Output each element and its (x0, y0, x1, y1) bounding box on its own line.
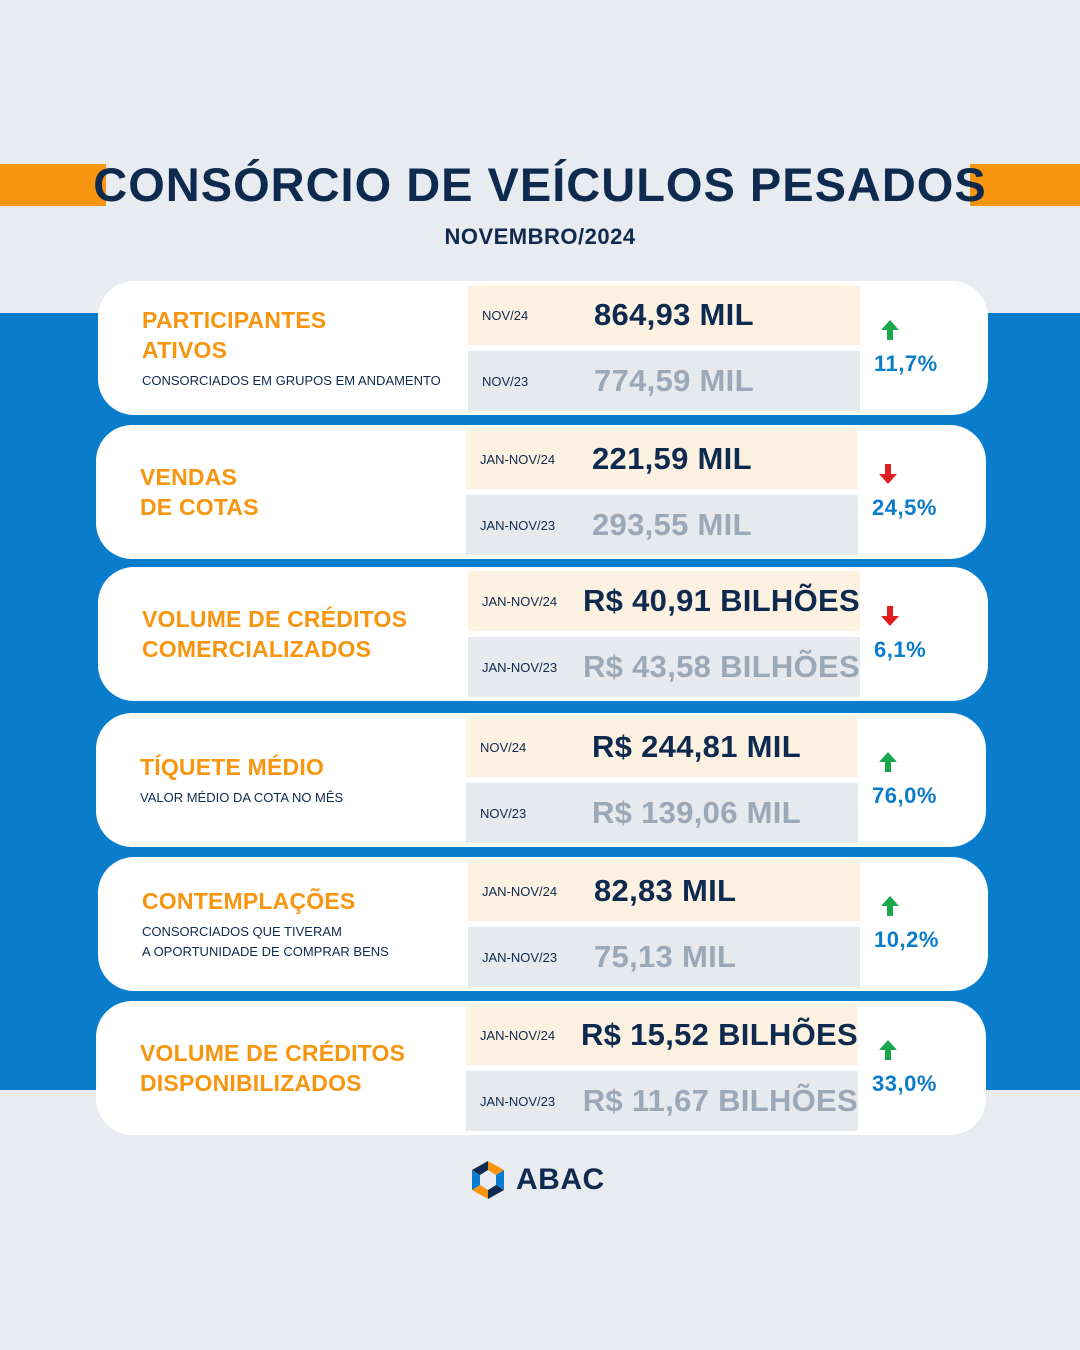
stat-card: TÍQUETE MÉDIO VALOR MÉDIO DA COTA NO MÊS… (96, 713, 986, 847)
current-period: NOV/24 (482, 307, 529, 323)
current-period-row: JAN-NOV/24 R$ 40,91 BILHÕES (468, 571, 860, 631)
card-label: VOLUME DE CRÉDITOS DISPONIBILIZADOS (140, 1001, 480, 1135)
change-indicator: 10,2% (874, 857, 974, 991)
arrow-down-icon (881, 606, 899, 626)
current-period-row: NOV/24 R$ 244,81 MIL (466, 717, 858, 777)
current-period: JAN-NOV/24 (482, 593, 558, 609)
arrow-up-icon (879, 752, 897, 772)
current-value: 221,59 MIL (592, 441, 752, 476)
current-value: 82,83 MIL (594, 873, 737, 908)
orange-accent-bar-left (0, 164, 106, 206)
previous-period-row: JAN-NOV/23 R$ 43,58 BILHÕES (468, 637, 860, 697)
change-percent: 6,1% (874, 637, 927, 662)
page-title: CONSÓRCIO DE VEÍCULOS PESADOS (93, 158, 987, 211)
previous-period-row: NOV/23 R$ 139,06 MIL (466, 783, 858, 843)
previous-period: NOV/23 (482, 373, 529, 389)
card-title: VOLUME DE CRÉDITOS COMERCIALIZADOS (142, 606, 408, 662)
current-value: 864,93 MIL (594, 297, 754, 332)
current-period: JAN-NOV/24 (482, 883, 558, 899)
card-title: CONTEMPLAÇÕES (142, 888, 356, 914)
change-percent: 10,2% (874, 927, 939, 952)
card-title: PARTICIPANTES ATIVOS (142, 307, 327, 363)
previous-value: 774,59 MIL (594, 363, 754, 398)
card-subtitle: CONSORCIADOS QUE TIVERAM A OPORTUNIDADE … (142, 924, 389, 959)
card-title: VENDAS DE COTAS (140, 464, 259, 520)
stat-card: VOLUME DE CRÉDITOS DISPONIBILIZADOS JAN-… (96, 1001, 986, 1135)
change-percent: 76,0% (872, 783, 937, 808)
card-label: VENDAS DE COTAS (140, 425, 480, 559)
change-percent: 24,5% (872, 495, 937, 520)
abac-logo-icon (472, 1161, 504, 1199)
stat-card: VENDAS DE COTAS JAN-NOV/24 221,59 MIL JA… (96, 425, 986, 559)
previous-period: JAN-NOV/23 (482, 949, 558, 965)
change-indicator: 11,7% (874, 281, 974, 415)
current-value: R$ 40,91 BILHÕES (582, 583, 860, 618)
change-percent: 11,7% (874, 351, 938, 376)
previous-period: JAN-NOV/23 (482, 659, 558, 675)
arrow-down-icon (879, 464, 897, 484)
current-period-row: JAN-NOV/24 R$ 15,52 BILHÕES (466, 1005, 858, 1065)
previous-period-row: NOV/23 774,59 MIL (468, 351, 860, 411)
change-percent: 33,0% (872, 1071, 937, 1096)
previous-value: 75,13 MIL (594, 939, 737, 974)
previous-value: R$ 11,67 BILHÕES (582, 1083, 858, 1118)
arrow-up-icon (881, 896, 899, 916)
arrow-up-icon (879, 1040, 897, 1060)
orange-accent-bar-right (970, 164, 1080, 206)
previous-period: NOV/23 (480, 805, 527, 821)
current-value: R$ 15,52 BILHÕES (580, 1017, 858, 1052)
card-subtitle: VALOR MÉDIO DA COTA NO MÊS (140, 790, 344, 805)
card-title: TÍQUETE MÉDIO (140, 754, 325, 780)
stat-card: VOLUME DE CRÉDITOS COMERCIALIZADOS JAN-N… (98, 567, 988, 701)
card-subtitle: CONSORCIADOS EM GRUPOS EM ANDAMENTO (142, 373, 441, 388)
arrow-up-icon (881, 320, 899, 340)
logo-text: ABAC (516, 1163, 605, 1196)
stat-card: PARTICIPANTES ATIVOS CONSORCIADOS EM GRU… (98, 281, 988, 415)
card-label: VOLUME DE CRÉDITOS COMERCIALIZADOS (142, 567, 482, 701)
previous-value: R$ 139,06 MIL (592, 795, 801, 830)
page-subtitle: NOVEMBRO/2024 (444, 224, 636, 249)
footer-logo: ABAC (466, 1158, 605, 1202)
card-label: TÍQUETE MÉDIO VALOR MÉDIO DA COTA NO MÊS (140, 713, 480, 847)
current-period: JAN-NOV/24 (480, 451, 556, 467)
change-indicator: 24,5% (872, 425, 972, 559)
change-indicator: 6,1% (874, 567, 974, 701)
previous-period-row: JAN-NOV/23 75,13 MIL (468, 927, 860, 987)
current-period: NOV/24 (480, 739, 527, 755)
previous-value: 293,55 MIL (592, 507, 752, 542)
current-period-row: NOV/24 864,93 MIL (468, 285, 860, 345)
current-value: R$ 244,81 MIL (592, 729, 801, 764)
previous-period: JAN-NOV/23 (480, 1093, 556, 1109)
current-period-row: JAN-NOV/24 82,83 MIL (468, 861, 860, 921)
card-label: CONTEMPLAÇÕES CONSORCIADOS QUE TIVERAM A… (142, 857, 482, 991)
previous-period: JAN-NOV/23 (480, 517, 556, 533)
stat-card: CONTEMPLAÇÕES CONSORCIADOS QUE TIVERAM A… (98, 857, 988, 991)
card-title: VOLUME DE CRÉDITOS DISPONIBILIZADOS (140, 1040, 406, 1096)
current-period-row: JAN-NOV/24 221,59 MIL (466, 429, 858, 489)
card-label: PARTICIPANTES ATIVOS CONSORCIADOS EM GRU… (142, 281, 482, 415)
previous-period-row: JAN-NOV/23 293,55 MIL (466, 495, 858, 555)
previous-value: R$ 43,58 BILHÕES (582, 649, 860, 684)
change-indicator: 33,0% (872, 1001, 972, 1135)
current-period: JAN-NOV/24 (480, 1027, 556, 1043)
change-indicator: 76,0% (872, 713, 972, 847)
previous-period-row: JAN-NOV/23 R$ 11,67 BILHÕES (466, 1071, 858, 1131)
